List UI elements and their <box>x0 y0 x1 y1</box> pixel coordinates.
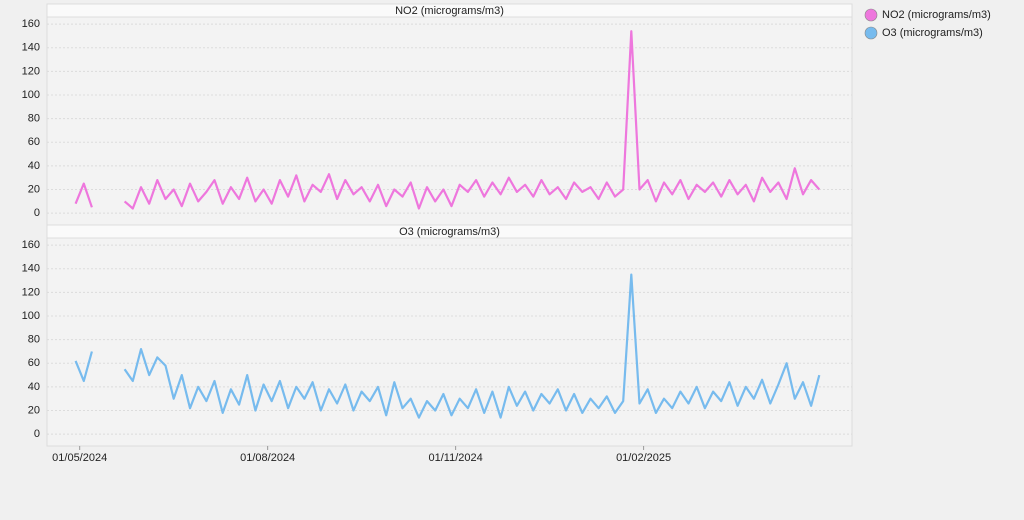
y-tick-label: 80 <box>28 113 40 125</box>
x-tick-label: 01/02/2025 <box>616 452 671 464</box>
y-tick-label: 80 <box>28 334 40 346</box>
legend-label: O3 (micrograms/m3) <box>882 27 983 39</box>
y-tick-label: 100 <box>22 89 40 101</box>
legend-marker <box>864 8 878 22</box>
y-tick-label: 0 <box>34 428 40 440</box>
x-tick-label: 01/11/2024 <box>429 452 483 464</box>
legend-marker <box>864 26 878 40</box>
y-tick-label: 160 <box>22 239 40 251</box>
panel-title: NO2 (micrograms/m3) <box>395 5 504 17</box>
series-line <box>74 273 821 419</box>
x-tick-label: 01/08/2024 <box>240 452 295 464</box>
y-tick-label: 140 <box>22 263 40 275</box>
y-tick-label: 140 <box>22 42 40 54</box>
legend-label: NO2 (micrograms/m3) <box>882 9 991 21</box>
panel-title: O3 (micrograms/m3) <box>399 226 500 238</box>
y-tick-label: 40 <box>28 160 40 172</box>
y-tick-label: 20 <box>28 404 40 416</box>
y-tick-label: 60 <box>28 357 40 369</box>
x-tick-label: 01/05/2024 <box>52 452 107 464</box>
y-tick-label: 120 <box>22 65 40 77</box>
y-tick-label: 40 <box>28 381 40 393</box>
y-tick-label: 60 <box>28 136 40 148</box>
series-line <box>74 30 821 210</box>
y-tick-label: 100 <box>22 310 40 322</box>
y-tick-label: 0 <box>34 207 40 219</box>
y-tick-label: 160 <box>22 18 40 30</box>
y-tick-label: 120 <box>22 286 40 298</box>
y-tick-label: 20 <box>28 183 40 195</box>
